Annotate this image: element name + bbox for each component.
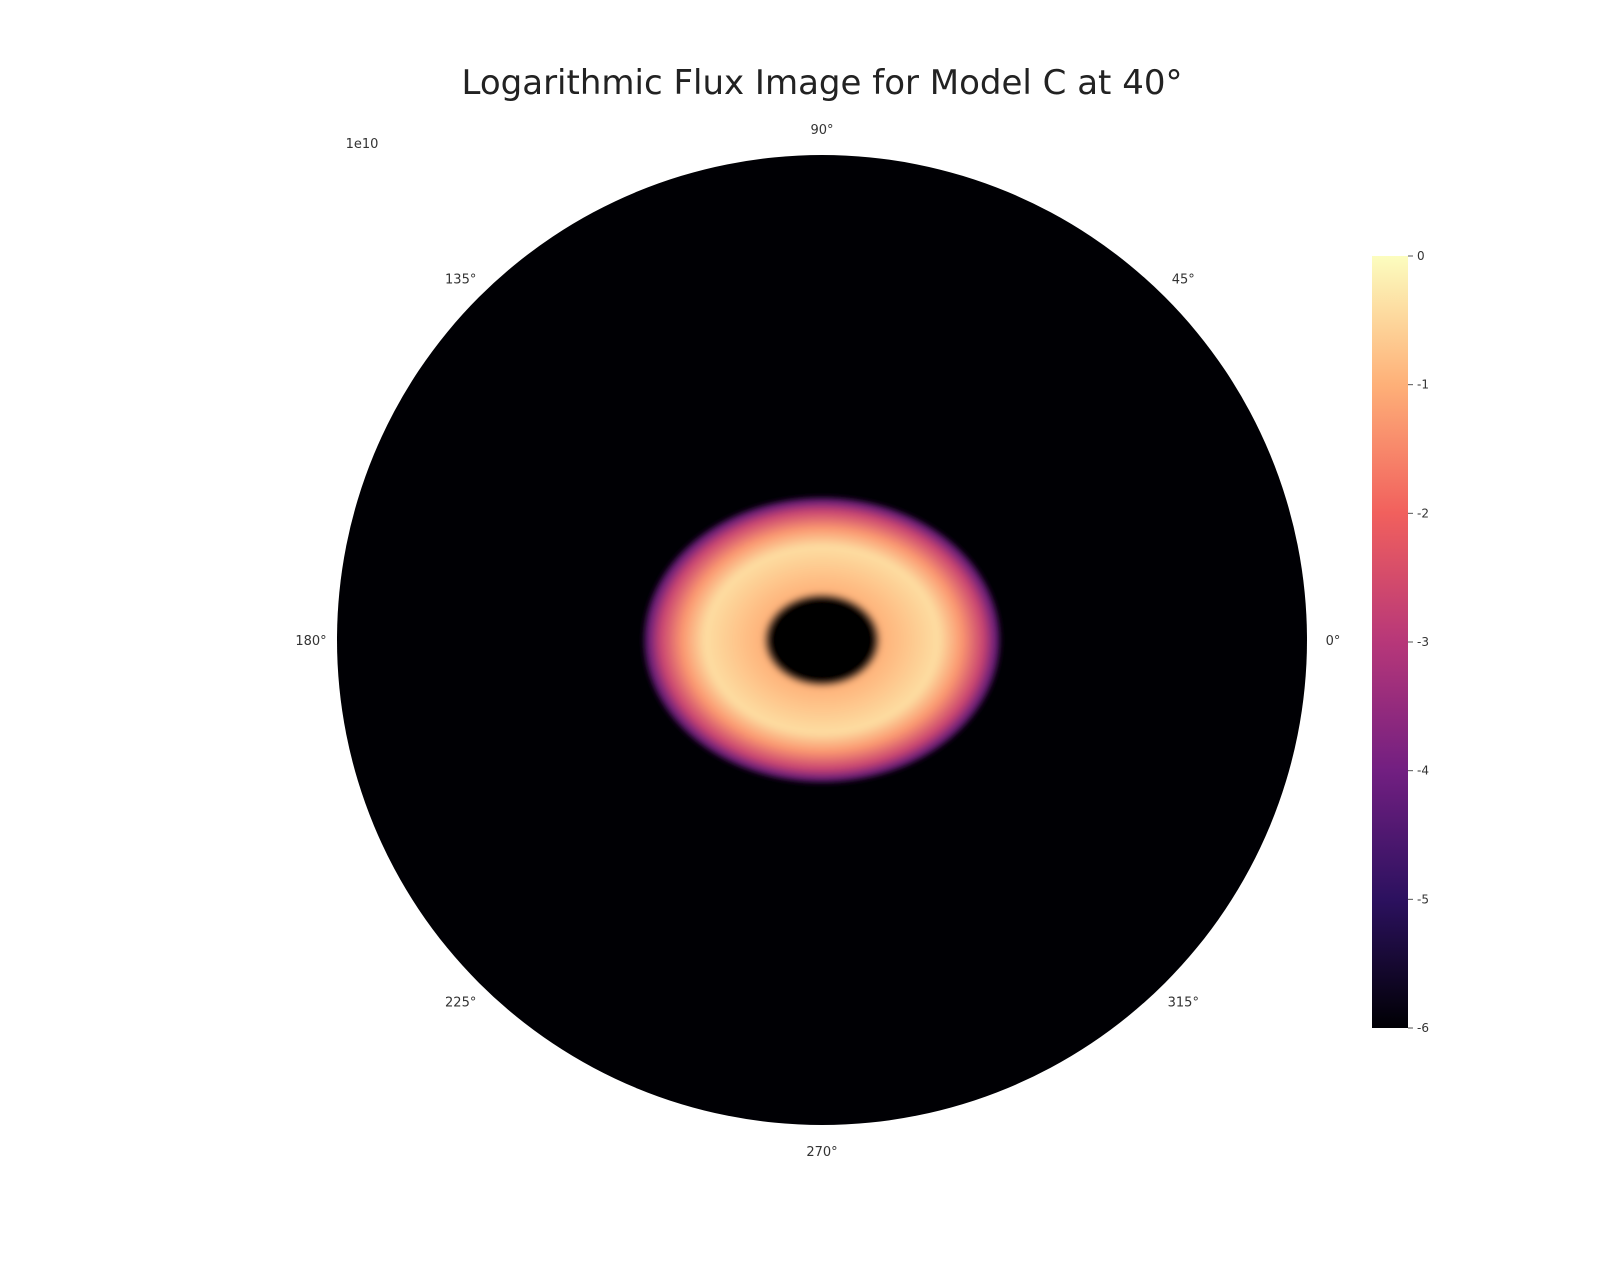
colorbar-tick-label: -5: [1417, 892, 1429, 906]
angular-tick-label: 135°: [445, 273, 476, 288]
angular-tick-label: 0°: [1326, 634, 1341, 649]
emission-ring: [642, 496, 1002, 784]
angular-tick-label: 225°: [445, 995, 476, 1010]
colorbar-tick-label: -6: [1417, 1021, 1429, 1035]
colorbar-tick-label: -2: [1417, 506, 1429, 520]
colorbar-tick-label: -3: [1417, 635, 1429, 649]
angular-tick-labels: 0° 45° 90° 135° 180° 225° 270° 315°: [295, 123, 1340, 1160]
corner-scale-label: 1e10: [346, 137, 379, 152]
angular-tick-label: 270°: [806, 1145, 837, 1160]
angular-tick-label: 45°: [1172, 273, 1195, 288]
chart-title: Logarithmic Flux Image for Model C at 40…: [462, 63, 1183, 103]
colorbar: -6 -5 -4 -3 -2 -1 0: [1372, 249, 1429, 1035]
colorbar-tick-label: 0: [1417, 249, 1425, 263]
polar-plot-area: [337, 155, 1307, 1125]
colorbar-ticks: -6 -5 -4 -3 -2 -1 0: [1408, 249, 1429, 1035]
colorbar-tick-label: -1: [1417, 378, 1429, 392]
colorbar-tick-label: -4: [1417, 764, 1429, 778]
angular-tick-label: 315°: [1168, 995, 1199, 1010]
angular-tick-label: 90°: [810, 123, 833, 138]
angular-tick-label: 180°: [295, 634, 326, 649]
colorbar-gradient: [1372, 256, 1408, 1028]
